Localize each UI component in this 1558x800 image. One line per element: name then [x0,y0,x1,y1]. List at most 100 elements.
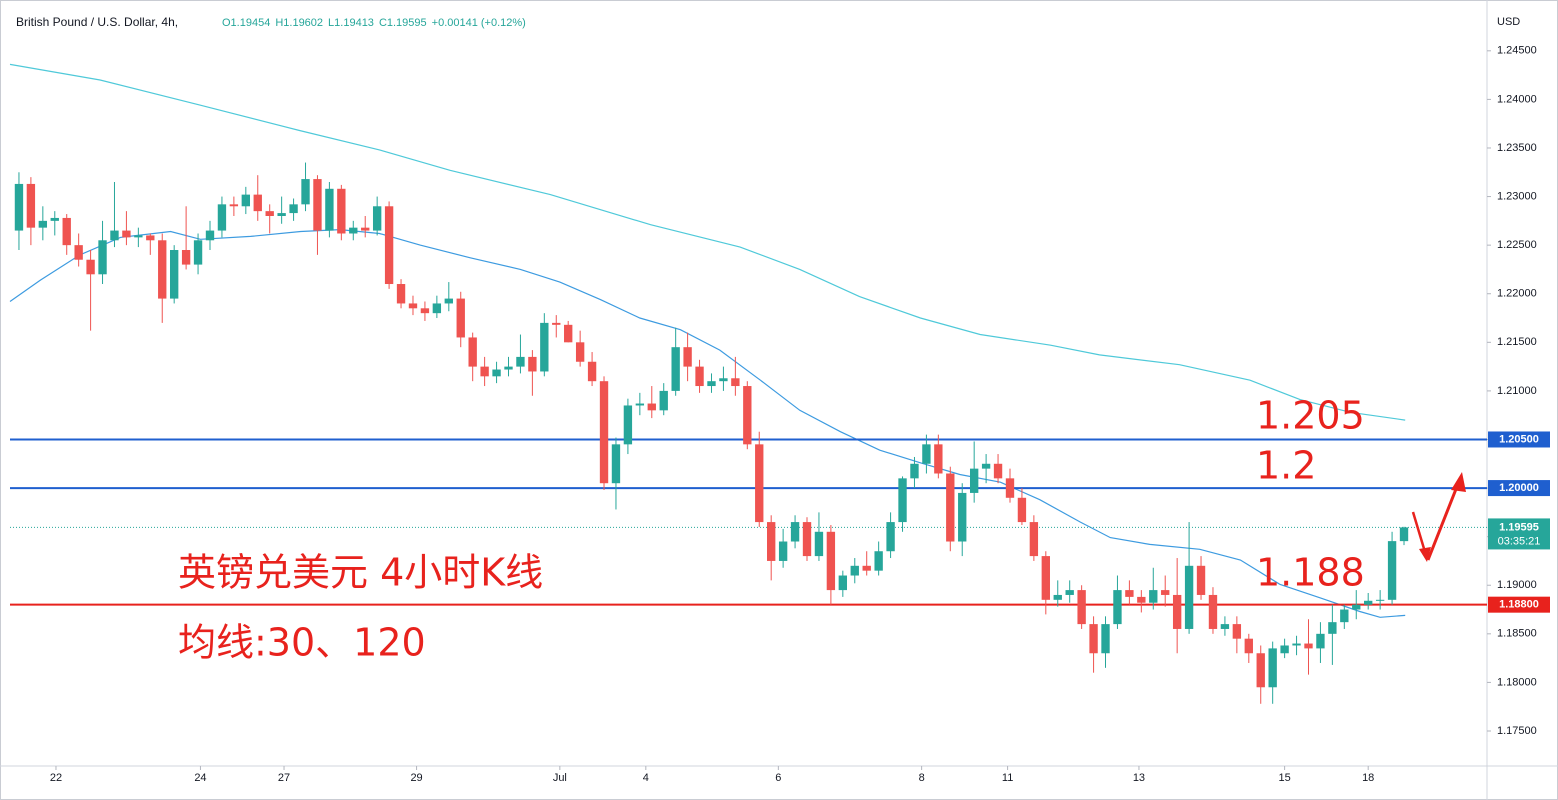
x-tick-label: 27 [278,772,290,784]
candle-body [552,322,561,325]
annotation: 均线:30、120 [178,621,426,665]
y-tick-label: 1.23000 [1497,190,1537,202]
candle-body [181,250,191,265]
candle-body [1005,478,1015,498]
y-tick-label: 1.19000 [1497,579,1537,591]
candle-body [1029,522,1039,557]
candle-body [62,217,71,246]
candle-body [146,235,155,241]
candle-body [480,366,489,377]
x-tick-label: Jul [553,772,567,784]
candle-body [1089,624,1098,654]
candle-body [1065,590,1074,595]
candle-body [838,575,848,591]
candle-body [456,298,465,338]
candle-body [313,179,322,231]
candle-body [432,303,442,314]
candle-body [635,403,645,406]
candle-body [1387,541,1397,600]
level-tag [1488,480,1550,497]
candle-body [1375,599,1385,601]
candle-body [564,324,573,343]
y-axis-label: USD [1497,16,1520,28]
arrow-down [1411,511,1427,553]
countdown: 03:35:21 [1498,535,1541,547]
y-tick-label: 1.22500 [1497,239,1537,251]
moving-average [9,228,1406,618]
candle-body [969,468,979,493]
x-tick-label: 8 [919,772,925,784]
moving-average [9,63,1406,421]
candle-body [587,361,597,382]
y-tick-label: 1.17500 [1497,725,1537,737]
candle-body [504,366,513,370]
candle-body [289,204,298,214]
y-tick-label: 1.23500 [1497,142,1537,154]
level-tag [1488,431,1550,448]
x-tick-label: 15 [1278,772,1290,784]
candle-body [1352,604,1361,610]
candle-body [731,378,740,387]
annotation: 1.2 [1256,444,1316,488]
candle-body [659,390,668,411]
candle-body [1184,565,1194,629]
candle-body [790,522,800,542]
candle-body [337,188,346,234]
candle-body [110,230,119,241]
candle-body [1149,590,1158,603]
candle-body [349,227,358,234]
candle-body [372,206,382,231]
candle-body [241,194,250,207]
plot: 1.175001.180001.185001.190001.195001.200… [9,45,1550,784]
candle-body [755,444,764,523]
candle-body [1256,653,1265,688]
candle-body [361,227,370,231]
candle-body [647,403,656,411]
candle-body [1196,565,1206,595]
candle-body [492,369,501,377]
candle-body [1017,497,1027,523]
x-tick-label: 6 [775,772,781,784]
candle-body [158,240,167,299]
candle-body [826,531,836,591]
arrow-head [1419,547,1431,562]
y-tick-label: 1.18000 [1497,676,1537,688]
candle-body [134,235,143,238]
candle-body [229,204,239,207]
chart-title: British Pound / U.S. Dollar, 4h, [16,15,178,29]
candle-body [325,188,334,231]
x-tick-label: 22 [50,772,62,784]
candle-body [1280,645,1289,654]
candle-body [611,444,621,484]
candle-body [922,444,931,464]
candle-body [1399,527,1409,542]
y-tick-label: 1.24000 [1497,93,1537,105]
candle-body [301,179,310,205]
candle-body [420,308,430,314]
x-tick-label: 18 [1362,772,1374,784]
arrows [1411,472,1466,562]
candle-body [408,303,418,309]
candle-body [38,220,48,228]
candle-body [468,337,477,367]
candle-body [1041,556,1050,600]
candle-body [205,230,215,241]
candle-body [886,522,895,552]
candle-body [1077,590,1086,625]
candle-body [265,211,274,216]
candle-body [528,356,537,372]
candle-body [695,366,704,387]
candle-body [253,194,262,212]
x-tick-label: 11 [1002,772,1013,784]
candle-body [1292,643,1301,646]
candle-body [540,322,549,372]
candle-body [719,378,728,382]
candle-body [767,522,776,561]
candle-body [1304,643,1313,649]
candle-body [1340,609,1349,623]
candle-body [193,240,203,265]
candle-body [1268,648,1277,688]
candle-body [683,347,692,367]
